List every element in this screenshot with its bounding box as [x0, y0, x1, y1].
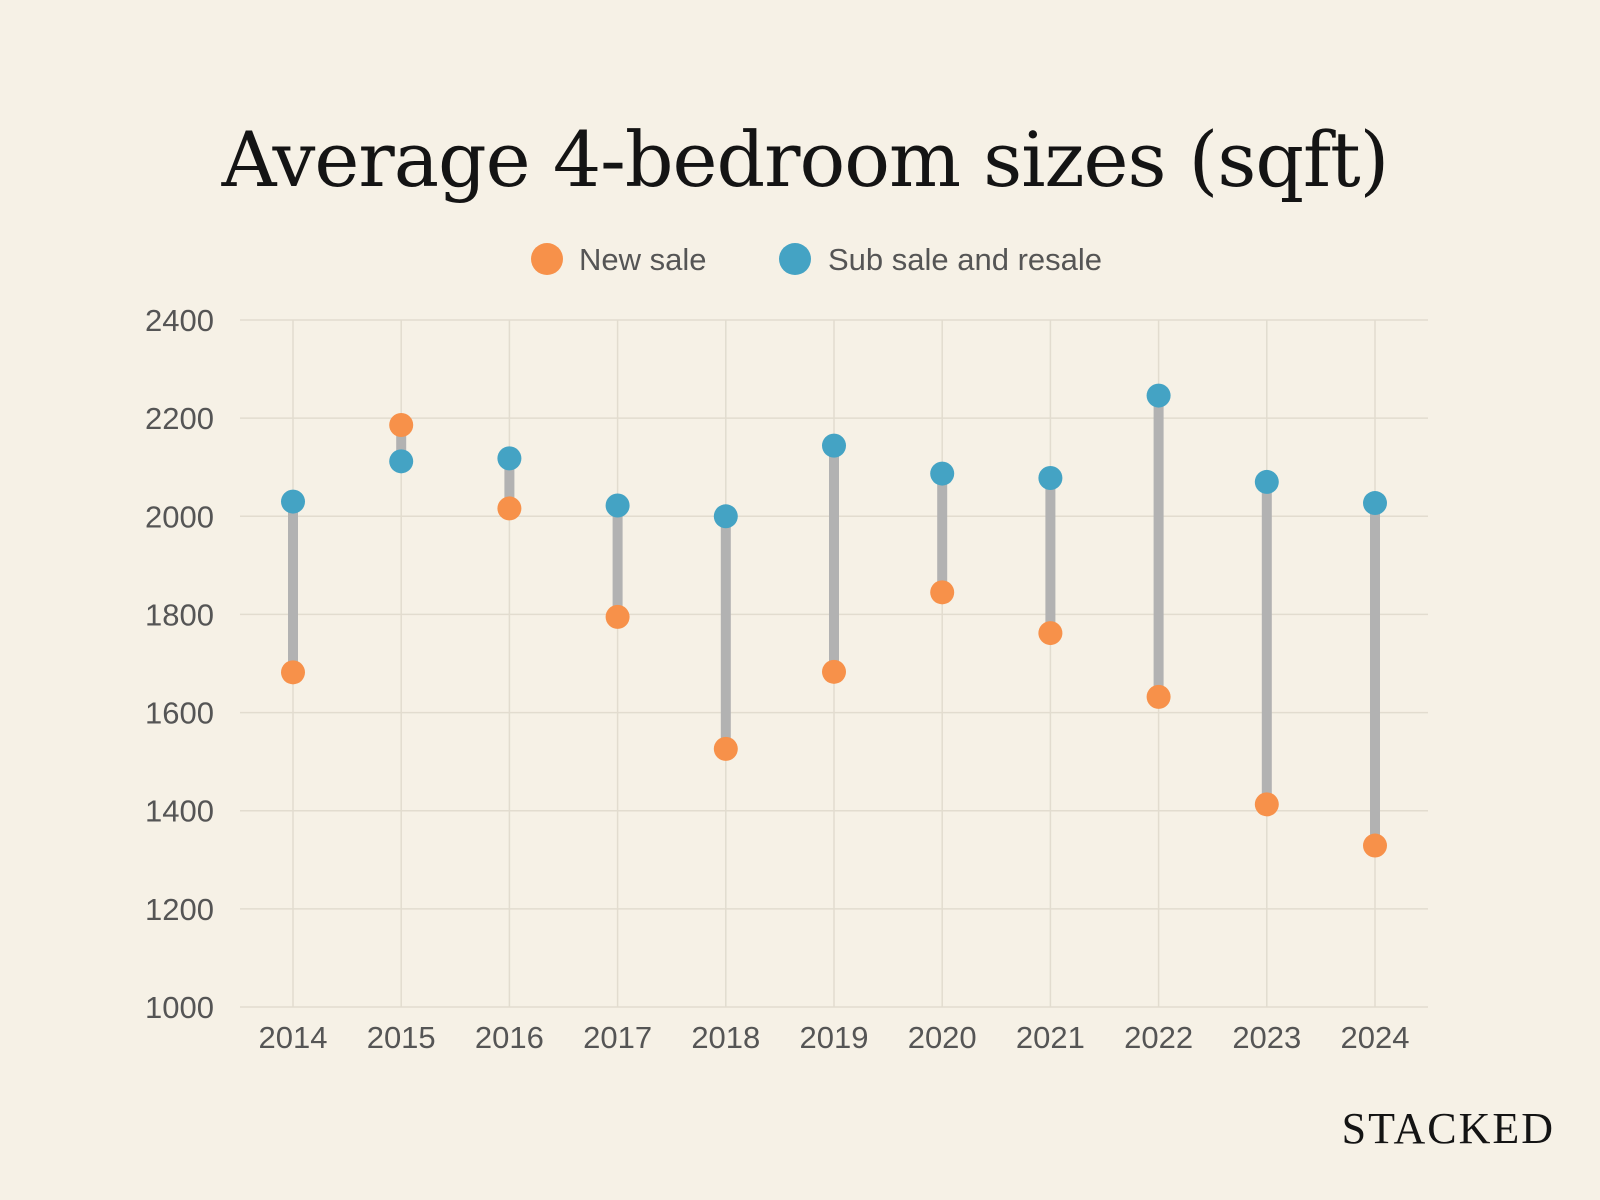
new-sale-point-2019	[822, 659, 846, 684]
y-tick-label: 2200	[145, 401, 214, 436]
x-tick-label: 2019	[800, 1020, 869, 1055]
legend-new-sale-marker	[531, 243, 563, 275]
x-tick-label: 2020	[908, 1020, 977, 1055]
x-axis: 2014 2015 2016 2017 2018 2019 2020 2021 2022 2023…	[259, 1020, 1410, 1055]
data-points	[281, 383, 1387, 858]
sub-sale-resale-point-2019	[822, 433, 846, 458]
chart-title: Average 4-bedroom sizes (sqft)	[221, 115, 1389, 204]
new-sale-point-2017	[605, 604, 630, 629]
y-axis: 1000 1200 1400 1600 1800 2000 2200 2400	[145, 303, 214, 1025]
sub-sale-resale-point-2020	[930, 461, 955, 486]
x-tick-label: 2017	[583, 1020, 652, 1055]
legend-sub-sale-resale-marker	[779, 243, 811, 275]
new-sale-point-2015	[389, 413, 414, 438]
x-tick-label: 2015	[367, 1020, 436, 1055]
y-tick-label: 1600	[145, 696, 214, 731]
legend-sub-sale-resale-label: Sub sale and resale	[828, 242, 1102, 277]
new-sale-point-2016	[497, 496, 522, 521]
y-tick-label: 1000	[145, 990, 214, 1025]
x-tick-label: 2016	[475, 1020, 544, 1055]
x-tick-label: 2023	[1232, 1020, 1301, 1055]
sub-sale-resale-point-2016	[497, 446, 522, 471]
new-sale-point-2024	[1363, 833, 1387, 858]
y-tick-label: 2000	[145, 499, 214, 534]
y-tick-label: 1400	[145, 794, 214, 829]
sub-sale-resale-point-2022	[1146, 383, 1171, 408]
new-sale-point-2018	[713, 736, 738, 761]
x-tick-label: 2021	[1016, 1020, 1085, 1055]
sub-sale-resale-point-2021	[1038, 466, 1063, 491]
legend-new-sale-label: New sale	[579, 242, 707, 277]
legend: New sale Sub sale and resale	[531, 242, 1102, 277]
y-tick-label: 1200	[145, 892, 214, 927]
sub-sale-resale-point-2018	[713, 504, 738, 529]
new-sale-point-2020	[930, 580, 955, 605]
sub-sale-resale-point-2024	[1363, 491, 1387, 516]
new-sale-point-2023	[1254, 792, 1279, 817]
new-sale-point-2021	[1038, 621, 1063, 646]
sub-sale-resale-point-2017	[605, 493, 630, 518]
stacked-logo: STACKED	[1342, 1104, 1555, 1153]
sub-sale-resale-point-2014	[281, 489, 305, 514]
new-sale-point-2014	[281, 660, 305, 685]
y-tick-label: 1800	[145, 597, 214, 632]
new-sale-point-2022	[1146, 684, 1171, 709]
x-tick-label: 2018	[691, 1020, 760, 1055]
y-tick-label: 2400	[145, 303, 214, 338]
x-tick-label: 2022	[1124, 1020, 1193, 1055]
x-tick-label: 2014	[259, 1020, 328, 1055]
x-tick-label: 2024	[1341, 1020, 1410, 1055]
sub-sale-resale-point-2023	[1254, 469, 1279, 494]
sub-sale-resale-point-2015	[389, 449, 414, 474]
